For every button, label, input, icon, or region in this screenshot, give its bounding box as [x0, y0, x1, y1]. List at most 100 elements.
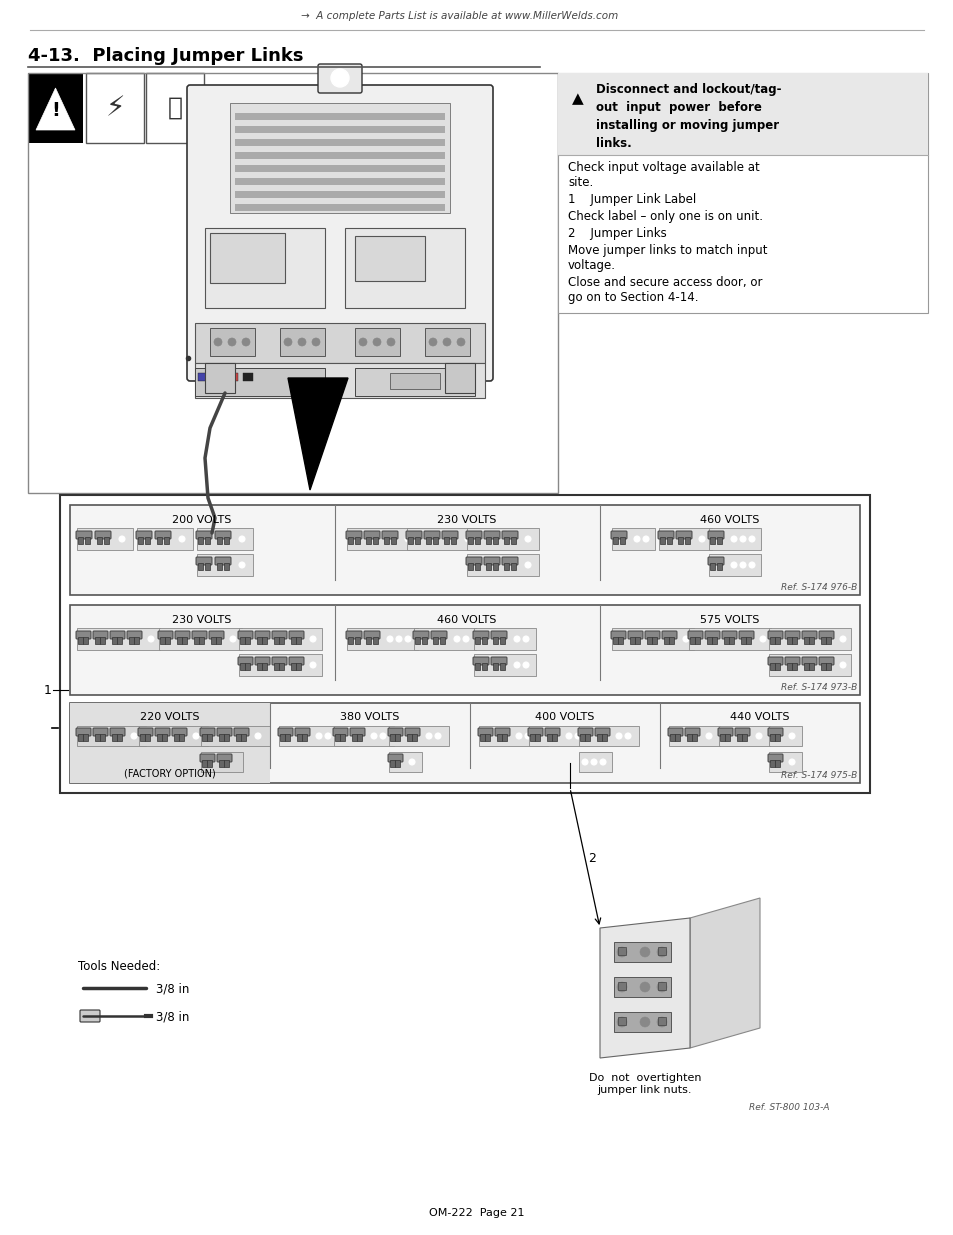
FancyBboxPatch shape [479, 734, 484, 741]
FancyBboxPatch shape [451, 537, 456, 543]
FancyBboxPatch shape [737, 734, 741, 741]
FancyBboxPatch shape [467, 555, 538, 576]
FancyBboxPatch shape [97, 537, 102, 543]
Circle shape [755, 734, 761, 739]
FancyBboxPatch shape [350, 727, 365, 736]
FancyBboxPatch shape [675, 734, 679, 741]
FancyBboxPatch shape [162, 734, 167, 741]
FancyBboxPatch shape [70, 605, 859, 695]
Circle shape [325, 734, 331, 739]
FancyBboxPatch shape [224, 563, 229, 571]
FancyBboxPatch shape [235, 734, 241, 741]
FancyBboxPatch shape [145, 537, 150, 543]
FancyBboxPatch shape [80, 1010, 100, 1023]
FancyBboxPatch shape [803, 663, 808, 671]
FancyBboxPatch shape [689, 637, 695, 643]
Text: OM-222  Page 21: OM-222 Page 21 [429, 1208, 524, 1218]
FancyBboxPatch shape [708, 555, 760, 576]
FancyBboxPatch shape [465, 557, 481, 564]
FancyBboxPatch shape [234, 204, 444, 211]
Circle shape [788, 760, 794, 764]
FancyBboxPatch shape [198, 563, 203, 571]
FancyBboxPatch shape [709, 563, 714, 571]
FancyBboxPatch shape [213, 373, 223, 382]
Circle shape [208, 532, 215, 540]
FancyBboxPatch shape [205, 228, 325, 308]
Circle shape [565, 734, 572, 739]
FancyBboxPatch shape [234, 140, 444, 146]
FancyBboxPatch shape [668, 637, 673, 643]
Circle shape [699, 536, 704, 542]
FancyBboxPatch shape [663, 637, 668, 643]
FancyBboxPatch shape [347, 529, 418, 550]
FancyBboxPatch shape [695, 637, 700, 643]
Circle shape [444, 375, 455, 387]
FancyBboxPatch shape [211, 637, 215, 643]
Polygon shape [689, 898, 760, 1049]
FancyBboxPatch shape [601, 734, 606, 741]
FancyBboxPatch shape [234, 191, 444, 198]
FancyBboxPatch shape [390, 373, 439, 389]
Polygon shape [36, 88, 75, 130]
FancyBboxPatch shape [415, 637, 419, 643]
FancyBboxPatch shape [734, 727, 749, 736]
FancyBboxPatch shape [667, 727, 682, 736]
FancyBboxPatch shape [774, 663, 780, 671]
Circle shape [426, 734, 432, 739]
FancyBboxPatch shape [503, 537, 509, 543]
FancyBboxPatch shape [579, 734, 584, 741]
FancyBboxPatch shape [527, 727, 542, 736]
FancyBboxPatch shape [70, 703, 859, 783]
Text: ⚡: ⚡ [105, 94, 125, 122]
FancyBboxPatch shape [801, 657, 816, 664]
FancyBboxPatch shape [475, 637, 479, 643]
Circle shape [575, 734, 580, 739]
FancyBboxPatch shape [216, 727, 232, 736]
FancyBboxPatch shape [78, 637, 83, 643]
Circle shape [748, 562, 754, 568]
Circle shape [522, 636, 529, 642]
FancyBboxPatch shape [210, 233, 285, 283]
FancyBboxPatch shape [474, 629, 536, 650]
Text: Ref. S-174 973-B: Ref. S-174 973-B [780, 683, 856, 692]
FancyBboxPatch shape [717, 563, 721, 571]
Circle shape [179, 536, 185, 542]
Polygon shape [288, 378, 348, 490]
FancyBboxPatch shape [278, 663, 284, 671]
Circle shape [435, 734, 440, 739]
Text: Tools Needed:: Tools Needed: [78, 960, 160, 973]
Text: 230 VOLTS: 230 VOLTS [172, 615, 232, 625]
FancyBboxPatch shape [721, 631, 737, 638]
FancyBboxPatch shape [137, 529, 193, 550]
FancyBboxPatch shape [627, 631, 642, 638]
FancyBboxPatch shape [76, 531, 91, 538]
Circle shape [284, 338, 292, 346]
FancyBboxPatch shape [405, 727, 419, 736]
FancyBboxPatch shape [196, 529, 253, 550]
FancyBboxPatch shape [138, 727, 152, 736]
FancyBboxPatch shape [173, 734, 179, 741]
FancyBboxPatch shape [196, 555, 253, 576]
FancyBboxPatch shape [708, 529, 760, 550]
FancyBboxPatch shape [769, 637, 774, 643]
FancyBboxPatch shape [786, 663, 791, 671]
FancyBboxPatch shape [613, 537, 618, 543]
FancyBboxPatch shape [110, 631, 125, 638]
FancyBboxPatch shape [245, 663, 250, 671]
FancyBboxPatch shape [431, 631, 447, 638]
FancyBboxPatch shape [741, 734, 746, 741]
FancyBboxPatch shape [408, 537, 413, 543]
FancyBboxPatch shape [511, 563, 516, 571]
Text: Do  not  overtighten
jumper link nuts.: Do not overtighten jumper link nuts. [588, 1073, 700, 1094]
FancyBboxPatch shape [658, 947, 665, 955]
Text: Move jumper links to match input
voltage.: Move jumper links to match input voltage… [567, 245, 767, 272]
FancyBboxPatch shape [100, 637, 105, 643]
FancyBboxPatch shape [138, 537, 143, 543]
FancyBboxPatch shape [355, 637, 359, 643]
FancyBboxPatch shape [274, 663, 278, 671]
FancyBboxPatch shape [272, 657, 287, 664]
FancyBboxPatch shape [254, 631, 270, 638]
FancyBboxPatch shape [501, 734, 506, 741]
FancyBboxPatch shape [348, 537, 353, 543]
Circle shape [464, 536, 471, 542]
